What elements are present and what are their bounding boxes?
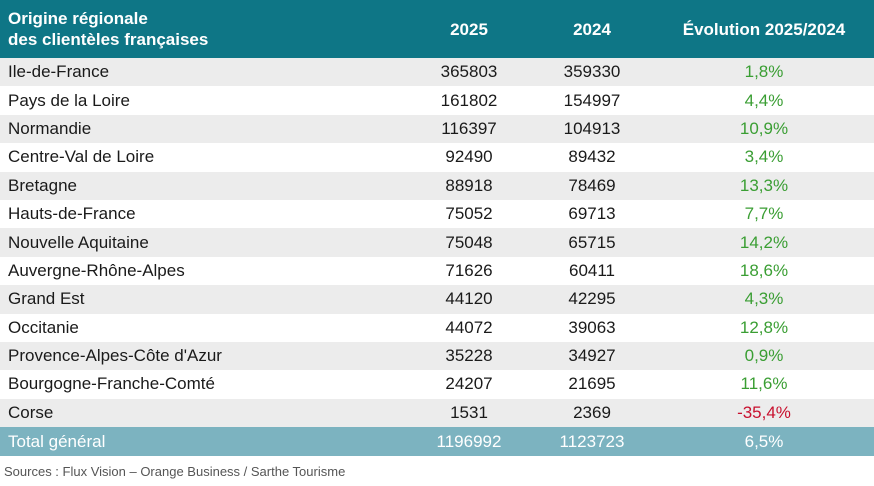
table-row: Provence-Alpes-Côte d'Azur 35228 34927 0,9%	[0, 341, 874, 371]
total-2024: 1123723	[559, 431, 625, 451]
table-row: Grand Est 44120 42295 4,3%	[0, 285, 874, 314]
header-2025: 2025	[450, 19, 488, 39]
cell-evolution: -35,4%	[737, 402, 791, 422]
cell-2024: 2369	[573, 402, 611, 422]
cell-region: Bretagne	[8, 175, 77, 195]
cell-2024: 34927	[568, 346, 616, 366]
cell-region: Hauts-de-France	[8, 204, 136, 224]
cell-evolution: 11,6%	[740, 374, 788, 394]
cell-region: Grand Est	[8, 289, 85, 309]
cell-region: Centre-Val de Loire	[8, 147, 155, 167]
cell-2024: 154997	[563, 90, 621, 110]
cell-2025: 1531	[450, 402, 488, 422]
cell-evolution: 12,8%	[739, 317, 789, 337]
total-evolution: 6,5%	[744, 431, 784, 451]
cell-region: Auvergne-Rhône-Alpes	[8, 260, 185, 280]
total-2025: 1196992	[436, 431, 502, 451]
cell-2025: 88918	[445, 175, 493, 195]
cell-2024: 69713	[568, 204, 616, 224]
cell-region: Pays de la Loire	[8, 90, 130, 110]
cell-evolution: 4,4%	[744, 90, 784, 110]
table-row: Occitanie 44072 39063 12,8%	[0, 313, 874, 342]
cell-evolution: 4,3%	[744, 289, 784, 309]
table-row: Centre-Val de Loire 92490 89432 3,4%	[0, 143, 874, 172]
total-label: Total général	[8, 431, 106, 451]
header-region-line1: Origine régionale	[8, 9, 148, 28]
cell-2025: 161802	[440, 90, 498, 110]
cell-2025: 44072	[445, 317, 493, 337]
table-row: Auvergne-Rhône-Alpes 71626 60411 18,6%	[0, 256, 874, 286]
cell-evolution: 10,9%	[739, 118, 789, 138]
cell-evolution: 7,7%	[744, 204, 784, 224]
total-row: Total général 1196992 1123723 6,5%	[0, 427, 874, 457]
table-row: Nouvelle Aquitaine 75048 65715 14,2%	[0, 228, 874, 257]
cell-evolution: 13,3%	[739, 175, 789, 195]
table-row: Normandie 116397 104913 10,9%	[0, 114, 874, 144]
regional-clientele-table: Origine régionale des clientèles françai…	[0, 0, 874, 457]
cell-2024: 104913	[563, 118, 621, 138]
cell-region: Corse	[8, 402, 54, 422]
table-body: Ile-de-France 365803 359330 1,8% Pays de la …	[0, 58, 874, 457]
cell-2024: 42295	[568, 289, 616, 309]
cell-2024: 89432	[568, 147, 616, 167]
cell-evolution: 18,6%	[739, 260, 789, 280]
cell-2024: 60411	[568, 260, 615, 280]
header-2024: 2024	[573, 19, 611, 39]
cell-2025: 116397	[441, 118, 497, 138]
header-region-line2: des clientèles françaises	[8, 30, 209, 49]
cell-region: Nouvelle Aquitaine	[8, 232, 149, 252]
cell-2025: 92490	[445, 147, 493, 167]
cell-2025: 24207	[445, 374, 493, 394]
cell-2024: 78469	[568, 175, 616, 195]
cell-evolution: 0,9%	[744, 346, 784, 366]
table-row: Pays de la Loire 161802 154997 4,4%	[0, 86, 874, 115]
cell-evolution: 14,2%	[739, 232, 789, 252]
cell-region: Ile-de-France	[8, 62, 110, 82]
cell-2025: 365803	[440, 62, 498, 82]
table-header: Origine régionale des clientèles françai…	[0, 0, 874, 58]
cell-region: Occitanie	[8, 317, 79, 337]
cell-evolution: 3,4%	[744, 147, 784, 167]
cell-2025: 75048	[445, 232, 493, 252]
cell-region: Provence-Alpes-Côte d'Azur	[8, 346, 222, 366]
cell-2024: 21695	[568, 374, 616, 394]
table-row: Bourgogne-Franche-Comté 24207 21695 11,6%	[0, 370, 874, 399]
table-row: Hauts-de-France 75052 69713 7,7%	[0, 199, 874, 229]
source-note: Sources : Flux Vision – Orange Business …	[4, 464, 346, 479]
cell-2025: 35228	[445, 346, 493, 366]
cell-region: Normandie	[8, 118, 92, 138]
table-row: Bretagne 88918 78469 13,3%	[0, 171, 874, 200]
header-evolution: Évolution 2025/2024	[682, 19, 846, 39]
cell-2024: 39063	[568, 317, 616, 337]
cell-2025: 71626	[445, 260, 493, 280]
cell-2024: 65715	[568, 232, 616, 252]
table-row: Ile-de-France 365803 359330 1,8%	[0, 58, 874, 87]
table-row: Corse 1531 2369 -35,4%	[0, 398, 874, 428]
cell-2025: 75052	[445, 204, 493, 224]
cell-region: Bourgogne-Franche-Comté	[8, 374, 215, 394]
header-row: Origine régionale des clientèles françai…	[0, 0, 874, 58]
cell-2025: 44120	[445, 289, 493, 309]
header-region: Origine régionale des clientèles françai…	[0, 0, 408, 58]
cell-evolution: 1,8%	[744, 62, 784, 82]
cell-2024: 359330	[563, 62, 621, 82]
